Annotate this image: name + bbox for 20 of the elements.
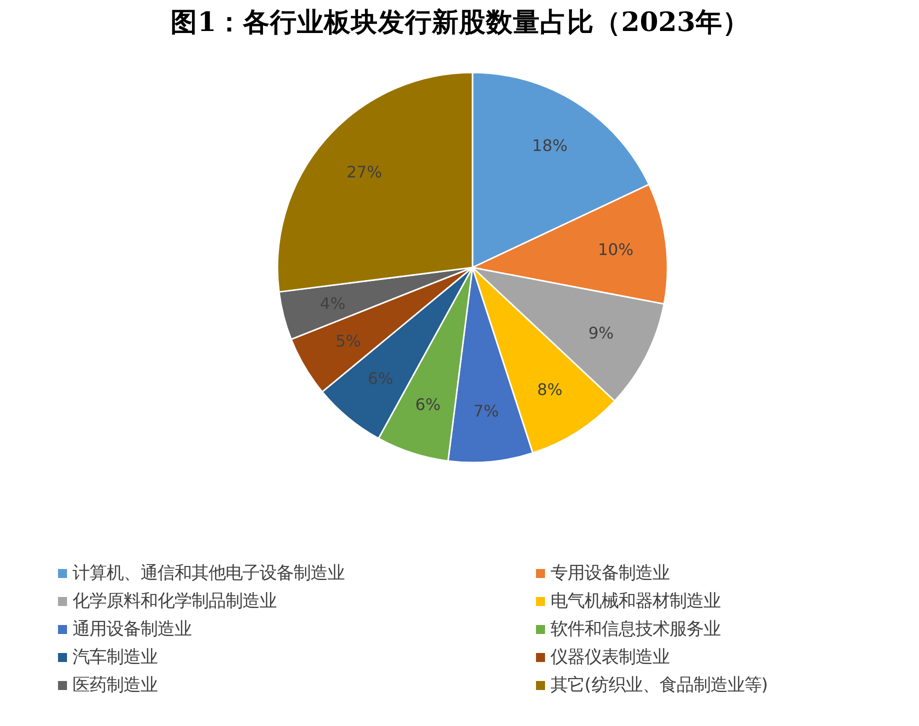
chart-title: 图1：各行业板块发行新股数量占比（2023年）: [170, 7, 750, 38]
legend-label: 通用设备制造业: [72, 620, 192, 640]
legend-label: 专用设备制造业: [550, 564, 670, 584]
data-label: 7%: [473, 402, 499, 421]
legend-label: 医药制造业: [72, 676, 158, 696]
legend-label: 汽车制造业: [72, 648, 158, 668]
legend-label: 电气机械和器材制造业: [550, 592, 720, 612]
legend-label: 计算机、通信和其他电子设备制造业: [72, 564, 344, 584]
data-label: 5%: [336, 331, 361, 350]
data-label: 6%: [415, 395, 441, 414]
data-label: 8%: [537, 380, 563, 399]
data-label: 18%: [532, 136, 568, 156]
data-label: 6%: [368, 369, 394, 388]
legend-label: 其它(纺织业、食品制造业等): [550, 676, 768, 696]
legend-label: 化学原料和化学制品制造业: [72, 592, 276, 612]
legend-label: 仪器仪表制造业: [550, 648, 670, 668]
legend-label: 软件和信息技术服务业: [550, 620, 720, 640]
data-label: 9%: [588, 324, 614, 343]
data-label: 10%: [598, 240, 634, 259]
data-label: 27%: [346, 162, 382, 182]
